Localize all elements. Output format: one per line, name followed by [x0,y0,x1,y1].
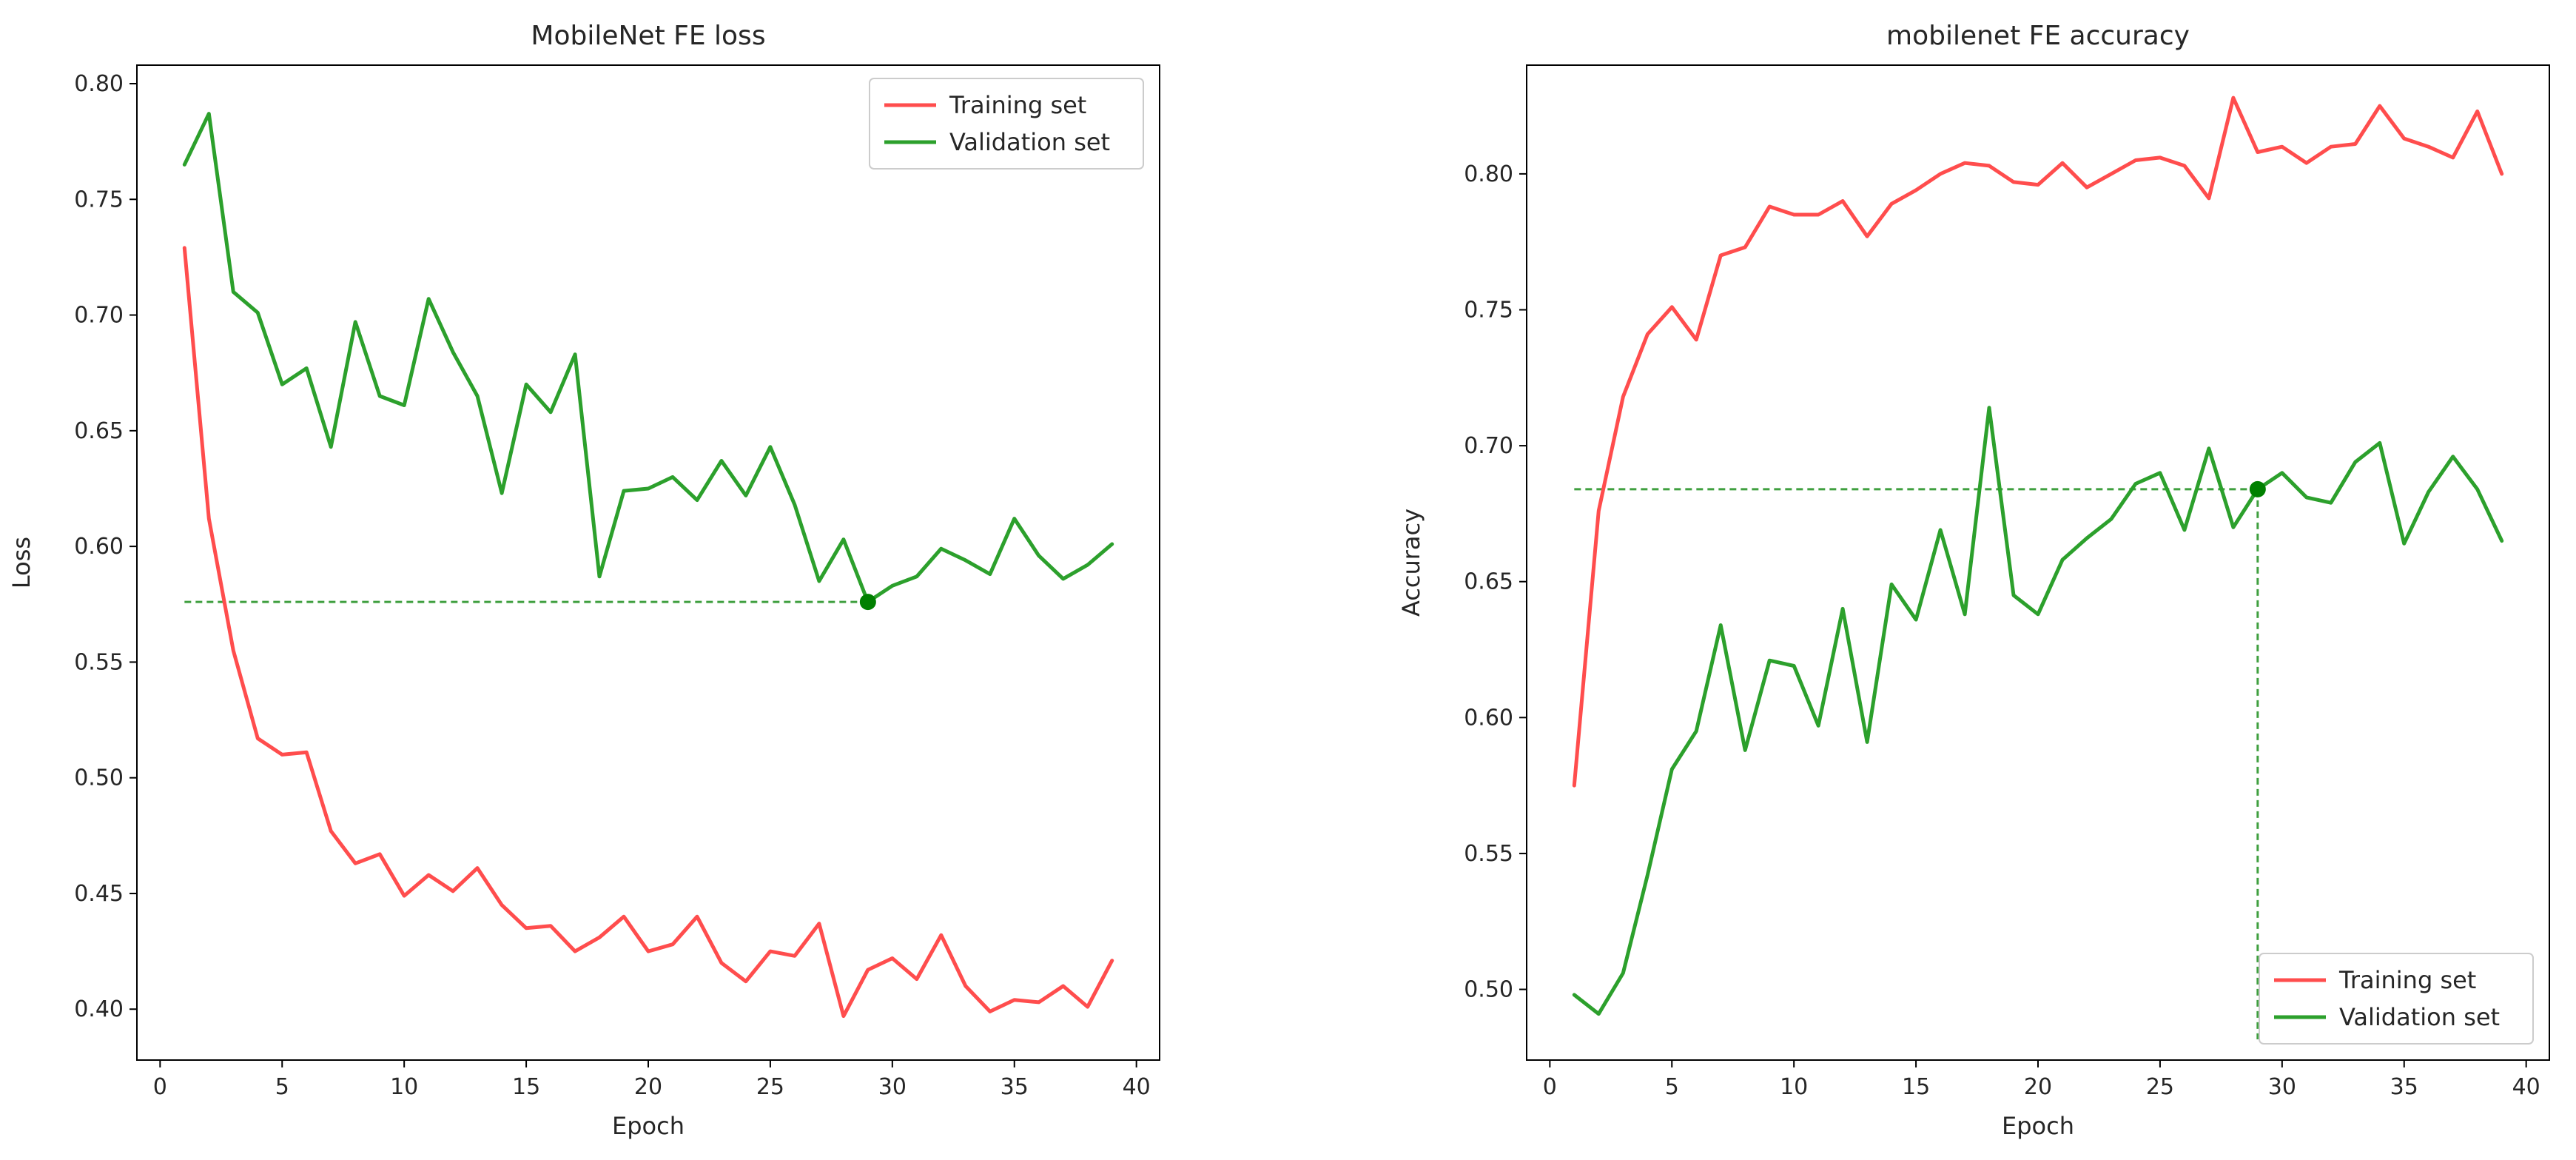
x-tick-label: 30 [878,1074,907,1100]
chart-title: mobilenet FE accuracy [1886,21,2190,51]
y-tick-label: 0.60 [74,534,124,560]
legend-box [869,78,1144,170]
legend-label: Validation set [2339,1003,2500,1031]
x-tick-label: 5 [1665,1074,1679,1100]
x-tick-label: 20 [2024,1074,2052,1100]
chart-title: MobileNet FE loss [531,21,765,51]
x-tick-label: 40 [2512,1074,2540,1100]
x-tick-label: 15 [1902,1074,1930,1100]
x-axis-label: Epoch [2002,1112,2074,1140]
y-tick-label: 0.70 [1464,433,1513,459]
y-tick-label: 0.60 [1464,705,1513,731]
y-tick-label: 0.50 [74,765,124,791]
y-axis-label: Accuracy [1397,509,1425,617]
y-tick-label: 0.70 [74,303,124,329]
x-tick-label: 10 [1780,1074,1808,1100]
x-tick-label: 20 [634,1074,662,1100]
plot-frame [136,64,1160,1061]
y-tick-label: 0.80 [1464,161,1513,187]
legend-label: Training set [2338,966,2476,994]
y-tick-label: 0.55 [74,649,124,675]
series-line-validation [182,112,1114,604]
x-tick-label: 25 [2146,1074,2174,1100]
x-tick-label: 0 [1543,1074,1557,1100]
plot-frame [1526,64,2550,1061]
y-tick-label: 0.80 [74,71,124,97]
series-line-validation [1572,406,2504,1016]
legend-box [2259,953,2534,1045]
series-line-training [1572,95,2504,788]
best-epoch-marker [859,594,876,611]
y-tick-label: 0.75 [74,187,124,212]
legend-label: Validation set [949,128,1110,156]
x-tick-label: 40 [1123,1074,1151,1100]
x-tick-label: 15 [512,1074,540,1100]
x-tick-label: 35 [1001,1074,1029,1100]
loss-chart: MobileNet FE loss 0 5 10 15 20 25 30 35 40 0.40 0.4… [7,21,1160,1140]
y-tick-label: 0.45 [74,881,124,907]
y-tick-label: 0.75 [1464,297,1513,323]
y-tick-label: 0.55 [1464,841,1513,867]
x-tick-label: 25 [756,1074,784,1100]
best-epoch-marker [2249,480,2266,497]
y-axis-label: Loss [7,537,36,589]
series-line-training [182,246,1114,1019]
x-tick-label: 35 [2390,1074,2418,1100]
x-tick-label: 10 [390,1074,418,1100]
x-axis-label: Epoch [612,1112,685,1140]
y-tick-label: 0.65 [74,418,124,444]
legend-label: Training set [949,91,1086,119]
y-tick-label: 0.65 [1464,569,1513,595]
y-tick-label: 0.50 [1464,977,1513,1003]
y-tick-label: 0.40 [74,996,124,1022]
x-tick-label: 5 [275,1074,289,1100]
x-tick-label: 0 [153,1074,167,1100]
x-tick-label: 30 [2268,1074,2296,1100]
accuracy-chart: mobilenet FE accuracy 0 5 10 15 20 25 30 35 40 0.5… [1397,21,2550,1140]
